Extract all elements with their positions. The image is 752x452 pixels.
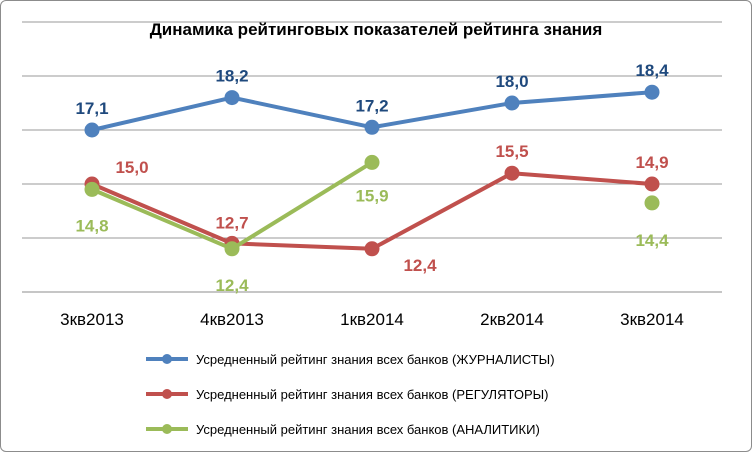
data-point (504, 165, 520, 181)
legend-marker (162, 424, 172, 434)
legend-item: Усредненный рейтинг знания всех банков (… (146, 352, 555, 367)
legend-item: Усредненный рейтинг знания всех банков (… (146, 422, 540, 437)
x-tick-label: 3кв2014 (620, 310, 684, 329)
x-tick-label: 2кв2014 (480, 310, 544, 329)
data-point (224, 241, 240, 257)
data-label: 18,2 (215, 67, 248, 86)
legend-item: Усредненный рейтинг знания всех банков (… (146, 387, 548, 402)
data-point (364, 119, 380, 135)
data-label: 14,4 (635, 231, 669, 250)
data-point (84, 122, 100, 138)
x-tick-label: 3кв2013 (60, 310, 124, 329)
legend-marker (162, 354, 172, 364)
legend: Усредненный рейтинг знания всех банков (… (146, 352, 555, 437)
data-point (364, 154, 380, 170)
data-label: 12,7 (215, 213, 248, 232)
legend-label: Усредненный рейтинг знания всех банков (… (196, 352, 555, 367)
data-label: 18,0 (495, 72, 528, 91)
data-label: 12,4 (403, 256, 437, 275)
data-point (644, 84, 660, 100)
chart-title: Динамика рейтинговых показателей рейтинг… (150, 20, 603, 39)
data-point (224, 90, 240, 106)
data-label: 15,9 (355, 186, 388, 205)
series-layer (84, 84, 660, 257)
data-point (644, 176, 660, 192)
data-point (364, 241, 380, 257)
data-labels: 17,1 18,2 17,2 18,0 18,4 15,0 12,7 12,4 15,5 14,9… (75, 61, 669, 295)
data-point (84, 181, 100, 197)
data-label: 17,2 (355, 96, 388, 115)
gridlines (22, 21, 722, 293)
x-tick-label: 4кв2013 (200, 310, 264, 329)
data-label: 15,0 (115, 158, 148, 177)
data-point (504, 95, 520, 111)
data-point (644, 195, 660, 211)
data-label: 17,1 (75, 99, 108, 118)
legend-marker (162, 389, 172, 399)
data-label: 12,4 (215, 276, 249, 295)
data-label: 14,9 (635, 153, 668, 172)
series-line (91, 171, 653, 251)
data-label: 18,4 (635, 61, 669, 80)
data-label: 15,5 (495, 142, 528, 161)
x-tick-label: 1кв2014 (340, 310, 404, 329)
legend-label: Усредненный рейтинг знания всех банков (… (196, 422, 540, 437)
legend-label: Усредненный рейтинг знания всех банков (… (196, 387, 548, 402)
x-axis-ticks: 3кв2013 4кв2013 1кв2014 2кв2014 3кв2014 (60, 310, 684, 329)
data-label: 14,8 (75, 216, 108, 235)
